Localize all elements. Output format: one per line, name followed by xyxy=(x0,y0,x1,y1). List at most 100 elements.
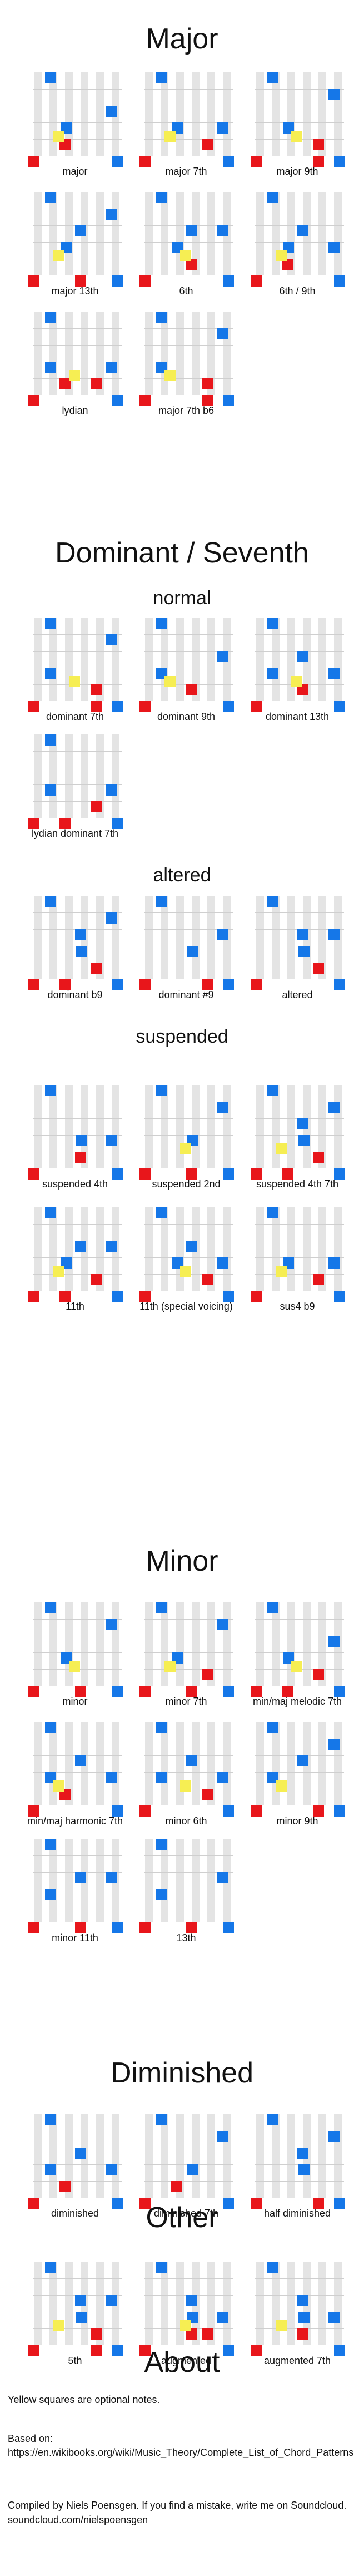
string-grid xyxy=(28,1722,123,1817)
root-note-marker xyxy=(59,979,71,990)
string-column xyxy=(176,1602,184,1686)
chord-name: sus4 b9 xyxy=(280,1301,315,1312)
root-note-marker xyxy=(28,395,39,406)
string-column xyxy=(287,618,295,701)
string-column xyxy=(318,1722,326,1805)
string-column xyxy=(112,192,119,275)
root-note-marker xyxy=(202,1789,213,1800)
root-note-marker xyxy=(139,2345,151,2356)
chord-tone-marker xyxy=(45,1889,56,1900)
chord-tone-marker xyxy=(334,2198,345,2209)
chord-tone-marker xyxy=(297,1755,308,1766)
string-column xyxy=(287,1207,295,1291)
string-column xyxy=(287,2114,295,2198)
string-grid xyxy=(139,72,234,167)
string-column xyxy=(207,1207,215,1291)
about-based-on-url[interactable]: https://en.wikibooks.org/wiki/Music_Theo… xyxy=(8,2447,354,2458)
fret-line xyxy=(255,1772,344,1773)
chord-tone-marker xyxy=(328,929,340,940)
chord-name: major 9th xyxy=(276,166,318,177)
root-note-marker xyxy=(251,2198,262,2209)
string-column xyxy=(145,1207,153,1291)
root-note-marker xyxy=(91,1274,102,1285)
string-grid xyxy=(28,192,123,287)
string-column xyxy=(34,2114,42,2198)
string-column xyxy=(65,2114,73,2198)
root-note-marker xyxy=(91,701,102,712)
string-column xyxy=(192,896,200,979)
string-column xyxy=(65,2262,73,2345)
chord-tone-marker xyxy=(112,701,123,712)
string-column xyxy=(192,1085,200,1168)
chord-tone-marker xyxy=(334,2345,345,2356)
string-column xyxy=(145,896,153,979)
fret-line xyxy=(33,651,122,652)
root-note-marker xyxy=(186,684,197,695)
root-note-marker xyxy=(186,259,197,270)
chord-name: major xyxy=(62,166,88,177)
chord-tone-marker xyxy=(75,1872,86,1883)
chord-tone-marker xyxy=(297,651,308,662)
string-grid xyxy=(251,2262,345,2356)
root-note-marker xyxy=(59,818,71,829)
root-note-marker xyxy=(297,684,308,695)
chord-tone-marker xyxy=(267,1085,278,1096)
optional-note-marker xyxy=(291,1661,302,1672)
string-column xyxy=(334,192,342,275)
optional-note-marker xyxy=(276,250,287,261)
fret-line xyxy=(33,634,122,635)
string-grid xyxy=(28,1839,123,1933)
string-column xyxy=(145,1085,153,1168)
string-column xyxy=(112,1602,119,1686)
root-note-marker xyxy=(282,259,293,270)
string-column xyxy=(34,896,42,979)
string-column xyxy=(272,1207,280,1291)
chord-tone-marker xyxy=(156,1722,167,1733)
string-grid xyxy=(139,1722,234,1817)
root-note-marker xyxy=(28,1805,39,1817)
string-column xyxy=(65,72,73,156)
string-column xyxy=(334,2262,342,2345)
string-column xyxy=(65,1207,73,1291)
fret-line xyxy=(255,634,344,635)
chord-tone-marker xyxy=(328,89,340,100)
string-column xyxy=(287,896,295,979)
string-column xyxy=(145,1839,153,1922)
root-note-marker xyxy=(313,1152,324,1163)
section-title-minor: Minor xyxy=(146,1545,218,1577)
string-column xyxy=(49,1602,57,1686)
string-column xyxy=(112,1722,119,1805)
string-column xyxy=(161,1085,168,1168)
chord-tone-marker xyxy=(267,1722,278,1733)
chord-tone-marker xyxy=(267,1602,278,1613)
chord-tone-marker xyxy=(45,312,56,323)
chord-tone-marker xyxy=(223,2198,234,2209)
root-note-marker xyxy=(139,1168,151,1180)
string-column xyxy=(161,72,168,156)
root-note-marker xyxy=(59,1291,71,1302)
root-note-marker xyxy=(139,1922,151,1933)
string-grid xyxy=(139,1207,234,1302)
chord-tone-marker xyxy=(45,784,56,796)
chord-tone-marker xyxy=(156,72,167,83)
string-column xyxy=(207,618,215,701)
chord-tone-marker xyxy=(298,1135,310,1146)
chord-tone-marker xyxy=(112,156,123,167)
fret-line xyxy=(144,242,233,243)
root-note-marker xyxy=(313,1274,324,1285)
root-note-marker xyxy=(91,963,102,974)
string-column xyxy=(161,192,168,275)
chord-tone-marker xyxy=(328,2131,340,2142)
chord-tone-marker xyxy=(297,2148,308,2159)
chord-tone-marker xyxy=(328,1739,340,1750)
chord-tone-marker xyxy=(223,1686,234,1697)
chord-tone-marker xyxy=(328,1636,340,1647)
string-column xyxy=(65,192,73,275)
section-title-other: Other xyxy=(146,2202,218,2234)
chord-tone-marker xyxy=(45,2164,56,2175)
chord-name: min/maj harmonic 7th xyxy=(27,1815,123,1827)
string-column xyxy=(207,1839,215,1922)
string-column xyxy=(112,734,119,818)
optional-note-marker xyxy=(69,1661,80,1672)
string-grid xyxy=(251,1085,345,1180)
